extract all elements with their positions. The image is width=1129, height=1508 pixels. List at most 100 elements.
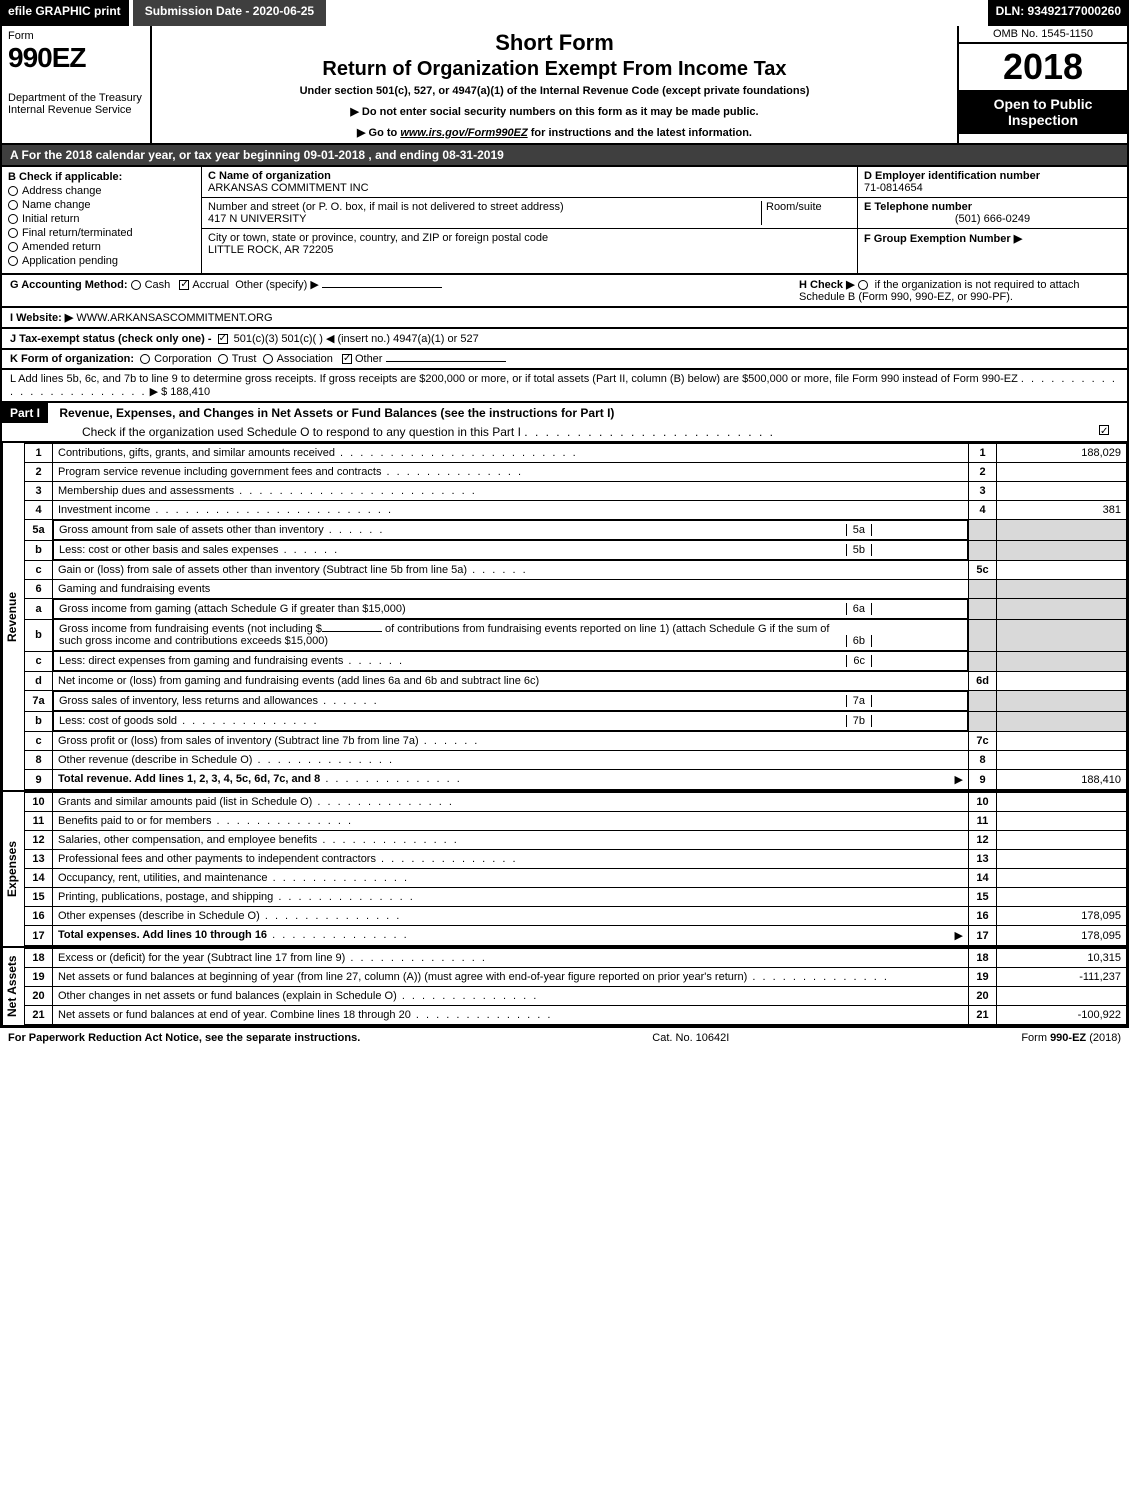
radio-icon[interactable]: [858, 280, 868, 290]
line-col-shade: [969, 540, 997, 561]
footer-form-post: (2018): [1086, 1032, 1121, 1044]
revenue-wrap: Revenue 1Contributions, gifts, grants, a…: [0, 443, 1129, 792]
row-i: I Website: ▶ WWW.ARKANSASCOMMITMENT.ORG: [0, 308, 1129, 329]
footer-form: 990-EZ: [1050, 1032, 1086, 1044]
dots-icon: [317, 834, 459, 846]
line-num: 1: [25, 444, 53, 463]
netassets-wrap: Net Assets 18Excess or (deficit) for the…: [0, 948, 1129, 1027]
line-val: [997, 793, 1127, 812]
header-center: Short Form Return of Organization Exempt…: [152, 26, 957, 143]
line-num: b: [25, 619, 53, 651]
chk-final-return[interactable]: Final return/terminated: [8, 227, 195, 239]
line-11: 11Benefits paid to or for members11: [25, 812, 1127, 831]
col-right: D Employer identification number 71-0814…: [857, 167, 1127, 273]
checkbox-checked-icon[interactable]: [179, 280, 189, 290]
form-label: Form: [8, 30, 144, 42]
line-val: [997, 732, 1127, 751]
line-num: d: [25, 672, 53, 691]
radio-icon: [8, 186, 18, 196]
header-right: OMB No. 1545-1150 2018 Open to Public In…: [957, 26, 1127, 143]
dots-icon: [252, 754, 394, 766]
radio-icon[interactable]: [140, 354, 150, 364]
line-num: 15: [25, 888, 53, 907]
line-18: 18Excess or (deficit) for the year (Subt…: [25, 949, 1127, 968]
line-num: 14: [25, 869, 53, 888]
footer-left: For Paperwork Reduction Act Notice, see …: [8, 1032, 360, 1044]
period-mid: , and ending: [368, 148, 442, 162]
chk-name-change[interactable]: Name change: [8, 199, 195, 211]
line-7c: cGross profit or (loss) from sales of in…: [25, 732, 1127, 751]
line-val: [997, 831, 1127, 850]
line-desc: Gross income from gaming (attach Schedul…: [59, 603, 846, 615]
radio-icon[interactable]: [131, 280, 141, 290]
chk-application-pending[interactable]: Application pending: [8, 255, 195, 267]
under-section: Under section 501(c), 527, or 4947(a)(1)…: [162, 85, 947, 97]
c-label: C Name of organization: [208, 170, 331, 182]
line-num: 6: [25, 580, 53, 599]
checkbox-checked-icon[interactable]: [218, 334, 228, 344]
footer: For Paperwork Reduction Act Notice, see …: [0, 1027, 1129, 1048]
line-val: [997, 812, 1127, 831]
website-value: WWW.ARKANSASCOMMITMENT.ORG: [76, 312, 272, 324]
irs-link[interactable]: www.irs.gov/Form990EZ: [400, 127, 527, 139]
line-6: 6Gaming and fundraising events: [25, 580, 1127, 599]
period-end: 08-31-2019: [442, 148, 503, 162]
col-mid: C Name of organization ARKANSAS COMMITME…: [202, 167, 857, 273]
line-col: 10: [969, 793, 997, 812]
line-num: 18: [25, 949, 53, 968]
k-assoc: Association: [277, 353, 333, 365]
line-num: b: [25, 711, 53, 732]
sub-val: [872, 623, 962, 647]
line-col: 15: [969, 888, 997, 907]
line-desc: Salaries, other compensation, and employ…: [58, 834, 317, 846]
dots-icon: [150, 504, 393, 516]
sub-num: 7a: [846, 695, 872, 707]
line-desc: Net income or (loss) from gaming and fun…: [53, 672, 969, 691]
line-desc: Professional fees and other payments to …: [58, 853, 376, 865]
line-num: 5a: [25, 520, 53, 541]
dots-icon: [397, 990, 539, 1002]
dots-icon: [411, 1009, 553, 1021]
chk-label: Address change: [22, 185, 102, 197]
line-val-shade: [997, 520, 1127, 541]
radio-icon[interactable]: [263, 354, 273, 364]
checkbox-checked-icon[interactable]: [1099, 425, 1109, 435]
dept-treasury: Department of the Treasury: [8, 92, 144, 104]
street-row: Number and street (or P. O. box, if mail…: [202, 198, 857, 229]
line-col-shade: [969, 711, 997, 732]
chk-initial-return[interactable]: Initial return: [8, 213, 195, 225]
header-left: Form 990EZ Department of the Treasury In…: [2, 26, 152, 143]
line-desc: Less: cost or other basis and sales expe…: [59, 544, 279, 556]
col-b: B Check if applicable: Address change Na…: [2, 167, 202, 273]
chk-address-change[interactable]: Address change: [8, 185, 195, 197]
line-12: 12Salaries, other compensation, and empl…: [25, 831, 1127, 850]
d-label: D Employer identification number: [864, 170, 1040, 182]
i-label: I Website: ▶: [10, 312, 73, 324]
line-val-shade: [997, 651, 1127, 672]
chk-label: Final return/terminated: [22, 227, 133, 239]
goto-pre: ▶ Go to: [357, 127, 400, 139]
line-6a: aGross income from gaming (attach Schedu…: [25, 599, 1127, 620]
dots-icon: [467, 564, 528, 576]
line-val: -100,922: [997, 1006, 1127, 1025]
line-num: 3: [25, 482, 53, 501]
line-desc: Gross amount from sale of assets other t…: [59, 524, 324, 536]
footer-right: Form 990-EZ (2018): [1021, 1032, 1121, 1044]
line-desc: Occupancy, rent, utilities, and maintena…: [58, 872, 268, 884]
ein-value: 71-0814654: [864, 182, 923, 194]
line-col: 21: [969, 1006, 997, 1025]
line-col: 11: [969, 812, 997, 831]
row-g: G Accounting Method: Cash Accrual Other …: [10, 278, 799, 303]
radio-icon[interactable]: [218, 354, 228, 364]
line-num: 21: [25, 1006, 53, 1025]
chk-label: Name change: [22, 199, 91, 211]
chk-amended-return[interactable]: Amended return: [8, 241, 195, 253]
line-col: 1: [969, 444, 997, 463]
line-4: 4Investment income4381: [25, 501, 1127, 520]
line-num: 13: [25, 850, 53, 869]
sub-val: [872, 603, 962, 615]
line-col-shade: [969, 691, 997, 712]
dots-icon: [343, 655, 404, 667]
line-desc: Less: cost of goods sold: [59, 715, 177, 727]
checkbox-checked-icon[interactable]: [342, 354, 352, 364]
